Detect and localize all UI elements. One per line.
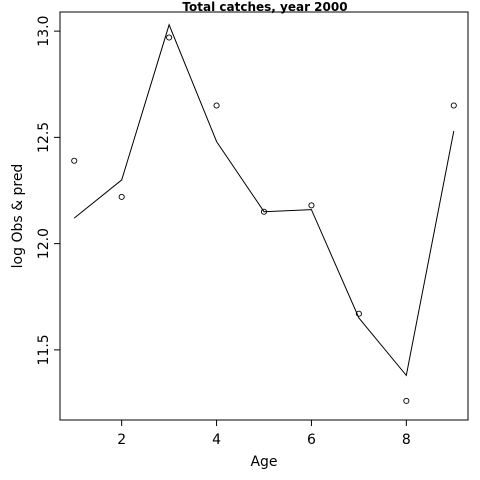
x-tick-label-8: 8	[402, 432, 411, 448]
plot-frame	[59, 11, 469, 421]
predicted-line	[73, 23, 455, 377]
observed-points-series	[71, 34, 457, 404]
chart-title: Total catches, year 2000	[182, 0, 347, 14]
observed-point-age-5	[260, 208, 268, 215]
x-axis: 2 4 6 8	[117, 420, 411, 448]
y-tick-label-13.0: 13.0	[36, 16, 52, 47]
x-tick-label-2: 2	[117, 432, 126, 448]
y-axis-label: log Obs & pred	[10, 164, 26, 269]
observed-point-age-2	[118, 193, 125, 200]
observed-point-age-4	[213, 102, 220, 109]
x-tick-label-4: 4	[212, 432, 221, 448]
x-axis-label: Age	[250, 454, 277, 470]
observed-point-age-3	[166, 34, 173, 41]
y-tick-label-12.5: 12.5	[36, 122, 52, 153]
observed-point-age-9	[450, 102, 457, 109]
observed-point-age-6	[308, 202, 315, 209]
x-tick-label-6: 6	[307, 432, 316, 448]
y-tick-label-11.5: 11.5	[36, 334, 52, 365]
observed-point-age-1	[71, 157, 78, 164]
observed-point-age-7	[355, 310, 362, 317]
observed-point-age-8	[403, 397, 410, 404]
y-tick-label-12.0: 12.0	[36, 228, 52, 259]
y-axis: 11.5 12.0 12.5 13.0	[36, 16, 60, 365]
predicted-line-series	[73, 23, 455, 377]
